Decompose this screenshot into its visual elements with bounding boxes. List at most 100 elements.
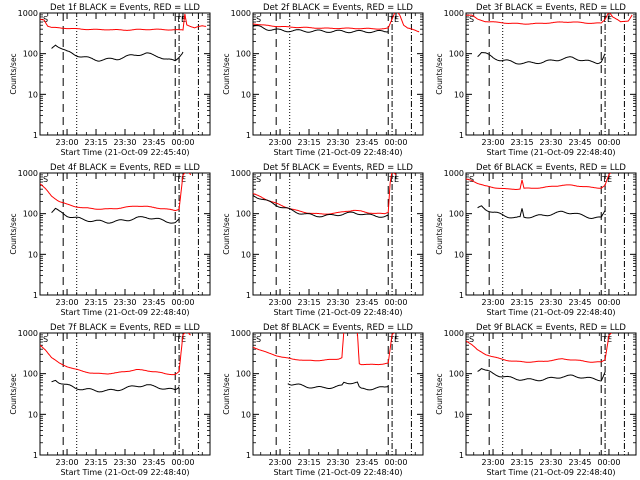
y-tick-label: 1000 [231,329,251,338]
chart-title: Det 9f BLACK = Events, RED = LLD [476,323,626,333]
y-axis-label: Counts/sec [9,373,18,414]
x-tick-label: 23:45 [142,298,165,307]
y-tick-label: 100 [236,50,251,59]
chart-panel-7: Det 7f BLACK = Events, RED = LLD 1 10 100 10… [9,323,211,477]
plot-frame [252,332,424,456]
x-tick-label: 23:00 [269,458,292,467]
y-tick-label: 100 [23,210,38,219]
x-axis-label: Start Time (21-Oct-09 22:48:40) [486,148,615,157]
y-axis-label: Counts/sec [222,53,231,94]
series-line-lld [253,173,397,215]
plot-frame [39,12,211,136]
y-tick-label: 10 [454,410,464,419]
x-tick-label: 00:00 [171,298,194,307]
plot-frame [465,12,637,136]
y-axis-label: Counts/sec [222,213,231,254]
y-tick-label: 10 [454,250,464,259]
x-tick-label: 23:15 [297,458,320,467]
chart-panel-5: Det 5f BLACK = Events, RED = LLD 1 10 100 10… [222,163,424,317]
y-tick-label: 10 [241,410,251,419]
y-tick-label: 1000 [231,169,251,178]
x-tick-label: 23:30 [539,458,562,467]
y-tick-label: 1 [33,451,38,460]
x-tick-label: 23:30 [539,138,562,147]
y-tick-label: 100 [236,210,251,219]
x-tick-label: 00:00 [171,458,194,467]
series-line-lld [466,333,613,363]
y-tick-label: 1000 [18,9,38,18]
marker-te-label: TE [388,175,399,184]
x-tick-label: 23:00 [269,298,292,307]
y-tick-label: 1 [459,291,464,300]
x-axis-label: Start Time (21-Oct-09 22:48:40) [273,468,402,477]
series-line-lld [40,333,191,376]
y-axis-label: Counts/sec [9,213,18,254]
y-tick-label: 10 [28,250,38,259]
y-tick-label: 1 [459,131,464,140]
y-tick-label: 1000 [444,9,464,18]
chart-panel-3: Det 3f BLACK = Events, RED = LLD 1 10 100 10… [435,3,637,157]
y-axis-label: Counts/sec [9,53,18,94]
marker-te-label: TE [601,15,612,24]
chart-panel-8: Det 8f BLACK = Events, RED = LLD 1 10 100 10… [222,323,424,477]
y-axis-label: Counts/sec [435,373,444,414]
plot-frame [39,172,211,296]
x-tick-label: 00:00 [597,298,620,307]
y-tick-label: 10 [28,90,38,99]
x-tick-label: 23:45 [355,458,378,467]
marker-s-label: S [43,15,48,24]
x-tick-label: 23:15 [510,298,533,307]
x-tick-label: 23:00 [56,138,79,147]
y-tick-label: 10 [241,90,251,99]
y-tick-label: 100 [23,370,38,379]
series-line-events [477,205,606,220]
marker-s-label: S [469,175,474,184]
x-axis-label: Start Time (21-Oct-09 22:48:40) [273,148,402,157]
chart-title: Det 3f BLACK = Events, RED = LLD [476,3,626,13]
series-line-lld [466,13,633,25]
x-tick-label: 23:30 [326,138,349,147]
x-tick-label: 23:30 [539,298,562,307]
x-tick-label: 00:00 [384,138,407,147]
y-tick-label: 10 [454,90,464,99]
x-axis-label: Start Time (21-Oct-09 22:48:40) [486,468,615,477]
x-tick-label: 23:45 [355,298,378,307]
x-tick-label: 23:00 [482,138,505,147]
series-line-events [51,44,184,62]
series-line-events [253,24,389,34]
y-tick-label: 1 [33,291,38,300]
y-tick-label: 100 [236,370,251,379]
x-tick-label: 23:30 [326,458,349,467]
marker-s-label: S [256,15,261,24]
y-tick-label: 10 [241,250,251,259]
y-tick-label: 1000 [18,169,38,178]
marker-te-label: TE [175,335,186,344]
y-tick-label: 1 [459,451,464,460]
x-tick-label: 23:30 [326,298,349,307]
chart-title: Det 7f BLACK = Events, RED = LLD [50,323,200,333]
marker-s-label: S [256,335,261,344]
x-tick-label: 23:15 [510,458,533,467]
x-tick-label: 23:45 [142,458,165,467]
x-axis-label: Start Time (21-Oct-09 22:48:40) [273,308,402,317]
y-tick-label: 1000 [444,329,464,338]
series-line-lld [40,13,207,31]
marker-s-label: S [256,175,261,184]
x-tick-label: 23:15 [84,458,107,467]
plot-frame [465,172,637,296]
x-tick-label: 23:45 [355,138,378,147]
y-axis-label: Counts/sec [435,213,444,254]
series-line-lld [253,333,395,366]
series-line-events [253,194,389,218]
y-tick-label: 10 [28,410,38,419]
x-tick-label: 00:00 [384,458,407,467]
x-tick-label: 23:00 [56,458,79,467]
x-tick-label: 00:00 [171,138,194,147]
marker-s-label: S [469,335,474,344]
marker-s-label: S [469,15,474,24]
x-tick-label: 23:30 [113,298,136,307]
x-axis-label: Start Time (21-Oct-09 22:48:40) [60,468,189,477]
x-tick-label: 23:15 [297,298,320,307]
chart-title: Det 4f BLACK = Events, RED = LLD [50,163,200,173]
